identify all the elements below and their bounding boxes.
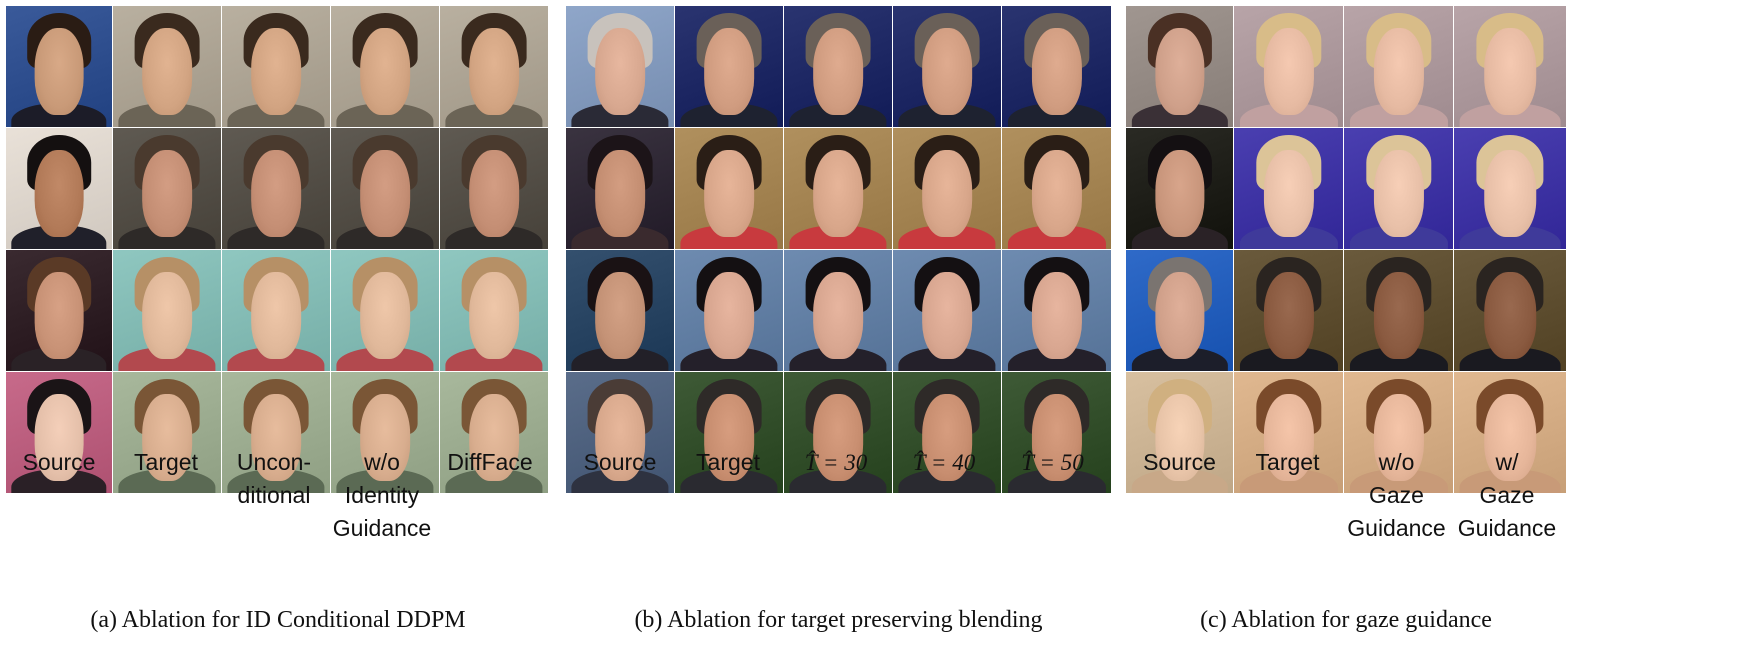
column-label-unconditional: Uncon- ditional <box>236 449 312 508</box>
result-face-image-r4-c3 <box>1344 372 1453 493</box>
result-face-image-r2-c2 <box>113 128 221 249</box>
caption-b: (b) Ablation for target preserving blend… <box>634 607 1043 633</box>
panel-b-column-labels: Source Target T̂ = 30 T̂ = 40 T̂ = 50 <box>566 446 1111 479</box>
result-face-image-r1-c2 <box>1234 6 1343 127</box>
result-face-image-r1-c2 <box>113 6 221 127</box>
result-face-image-r3-c3 <box>784 250 892 371</box>
result-face-image-r4-c4 <box>1454 372 1566 493</box>
source-face-image-r2-c1 <box>1126 128 1233 249</box>
source-face-image-r2-c1 <box>566 128 674 249</box>
column-label-target: Target <box>1255 449 1320 475</box>
result-face-image-r1-c5 <box>440 6 548 127</box>
source-face-image-r3-c1 <box>1126 250 1233 371</box>
source-face-image-r1-c1 <box>566 6 674 127</box>
result-face-image-r3-c4 <box>893 250 1001 371</box>
result-face-image-r4-c5 <box>1002 372 1111 493</box>
result-face-image-r2-c2 <box>1234 128 1343 249</box>
source-face-image-r4-c1 <box>1126 372 1233 493</box>
result-face-image-r4-c4 <box>893 372 1001 493</box>
column-label-with-gaze-guidance: w/ Gaze Guidance <box>1457 449 1557 541</box>
source-face-image-r1-c1 <box>1126 6 1233 127</box>
result-face-image-r2-c3 <box>1344 128 1453 249</box>
column-label-without-identity-guidance: w/o Identity Guidance <box>332 449 432 541</box>
result-face-image-r2-c4 <box>893 128 1001 249</box>
source-face-image-r4-c1 <box>6 372 112 493</box>
result-face-image-r2-c3 <box>222 128 330 249</box>
result-face-image-r1-c3 <box>1344 6 1453 127</box>
result-face-image-r1-c4 <box>893 6 1001 127</box>
result-face-image-r3-c2 <box>1234 250 1343 371</box>
result-face-image-r1-c3 <box>222 6 330 127</box>
grid-a <box>6 6 550 493</box>
source-face-image-r1-c1 <box>6 6 112 127</box>
result-face-image-r3-c5 <box>440 250 548 371</box>
source-face-image-r3-c1 <box>6 250 112 371</box>
result-face-image-r2-c4 <box>331 128 439 249</box>
result-face-image-r2-c4 <box>1454 128 1566 249</box>
column-label-t40: T̂ = 40 <box>912 450 976 475</box>
panel-b-image-grid <box>566 6 1111 493</box>
result-face-image-r1-c4 <box>1454 6 1566 127</box>
result-face-image-r3-c5 <box>1002 250 1111 371</box>
result-face-image-r1-c3 <box>784 6 892 127</box>
result-face-image-r2-c5 <box>1002 128 1111 249</box>
result-face-image-r2-c5 <box>440 128 548 249</box>
panel-a-column-labels: Source Target Uncon- ditional w/o Identi… <box>6 446 550 545</box>
panel-a-image-grid <box>6 6 550 493</box>
panel-c-column-labels: Source Target w/o Gaze Guidance w/ Gaze … <box>1126 446 1566 545</box>
result-face-image-r1-c4 <box>331 6 439 127</box>
source-face-image-r4-c1 <box>566 372 674 493</box>
result-face-image-r2-c3 <box>784 128 892 249</box>
grid-c <box>1126 6 1566 493</box>
result-face-image-r4-c2 <box>675 372 783 493</box>
column-label-t50: T̂ = 50 <box>1021 450 1084 475</box>
column-label-source: Source <box>583 449 657 475</box>
result-face-image-r3-c4 <box>331 250 439 371</box>
result-face-image-r4-c2 <box>1234 372 1343 493</box>
result-face-image-r3-c2 <box>113 250 221 371</box>
result-face-image-r4-c5 <box>440 372 548 493</box>
result-face-image-r1-c2 <box>675 6 783 127</box>
result-face-image-r4-c3 <box>222 372 330 493</box>
result-face-image-r4-c3 <box>784 372 892 493</box>
column-label-t30: T̂ = 30 <box>804 450 868 475</box>
result-face-image-r1-c5 <box>1002 6 1111 127</box>
panel-c-image-grid <box>1126 6 1566 493</box>
source-face-image-r3-c1 <box>566 250 674 371</box>
result-face-image-r2-c2 <box>675 128 783 249</box>
result-face-image-r3-c2 <box>675 250 783 371</box>
column-label-diffface: DiffFace <box>447 449 533 475</box>
column-label-source: Source <box>22 449 96 475</box>
column-label-without-gaze-guidance: w/o Gaze Guidance <box>1347 449 1446 541</box>
column-label-target: Target <box>134 449 198 475</box>
result-face-image-r3-c3 <box>1344 250 1453 371</box>
column-label-target: Target <box>696 449 760 475</box>
column-label-source: Source <box>1143 449 1216 475</box>
result-face-image-r3-c3 <box>222 250 330 371</box>
caption-a: (a) Ablation for ID Conditional DDPM <box>90 607 466 633</box>
caption-c: (c) Ablation for gaze guidance <box>1200 607 1492 633</box>
result-face-image-r4-c4 <box>331 372 439 493</box>
grid-b <box>566 6 1111 493</box>
source-face-image-r2-c1 <box>6 128 112 249</box>
result-face-image-r4-c2 <box>113 372 221 493</box>
result-face-image-r3-c4 <box>1454 250 1566 371</box>
